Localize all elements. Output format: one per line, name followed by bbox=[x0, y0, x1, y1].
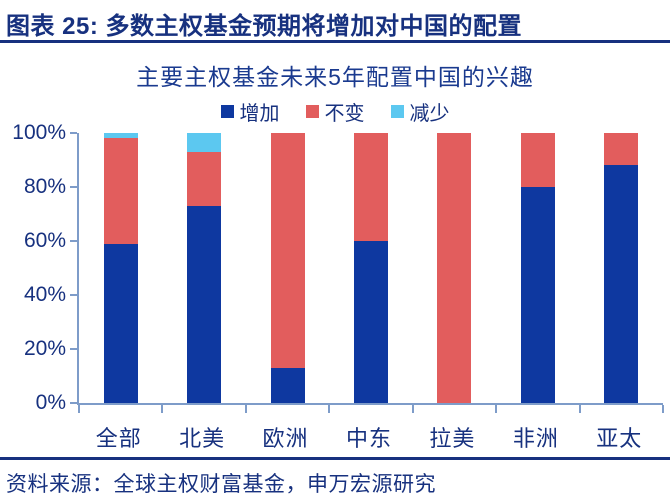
chart-title: 主要主权基金未来5年配置中国的兴趣 bbox=[136, 64, 534, 90]
bar-cell-亚太 bbox=[580, 133, 663, 403]
x-axis-tick bbox=[578, 405, 581, 413]
bar-segment-increase bbox=[103, 243, 138, 403]
bar-stack-中东 bbox=[353, 133, 388, 403]
x-axis-label-拉美: 拉美 bbox=[429, 426, 476, 451]
bar-cell-全部 bbox=[79, 133, 162, 403]
y-axis-tick bbox=[70, 132, 77, 134]
bar-segment-increase bbox=[520, 187, 555, 403]
x-axis-label-中东: 中东 bbox=[345, 426, 392, 451]
figure-header-title: 图表 25: 多数主权基金预期将增加对中国的配置 bbox=[6, 13, 523, 40]
x-axis-label-亚太: 亚太 bbox=[596, 426, 643, 451]
source-note: 资料来源：全球主权财富基金，申万宏源研究 bbox=[6, 473, 436, 496]
y-axis-tick bbox=[70, 240, 77, 242]
x-axis-tick bbox=[78, 405, 80, 413]
legend-item-decrease: 减少 bbox=[390, 97, 450, 126]
bar-segment-unchanged bbox=[353, 133, 388, 241]
chart-legend: 增加 不变 减少 bbox=[0, 97, 670, 126]
bar-cell-中东 bbox=[329, 133, 412, 403]
legend-label-decrease: 减少 bbox=[409, 103, 450, 125]
legend-item-unchanged: 不变 bbox=[305, 97, 365, 126]
legend-label-unchanged: 不变 bbox=[324, 103, 365, 125]
footer-divider bbox=[0, 457, 670, 460]
bar-cell-北美 bbox=[162, 133, 245, 403]
legend-swatch-increase bbox=[220, 105, 234, 118]
bar-segment-decrease bbox=[187, 133, 222, 152]
bar-cell-非洲 bbox=[496, 133, 579, 403]
bar-cell-欧洲 bbox=[246, 133, 329, 403]
bars-row bbox=[79, 133, 663, 403]
plot-area bbox=[70, 132, 664, 413]
bar-segment-increase bbox=[604, 165, 639, 403]
bar-segment-unchanged bbox=[103, 138, 138, 244]
y-tick-label: 80% bbox=[23, 175, 66, 198]
x-axis-tick bbox=[161, 405, 164, 413]
y-tick-label: 100% bbox=[12, 121, 66, 144]
legend-swatch-unchanged bbox=[305, 105, 319, 118]
bar-segment-decrease bbox=[103, 133, 138, 139]
bar-stack-亚太 bbox=[604, 133, 639, 403]
x-axis-tick bbox=[495, 405, 498, 413]
bar-stack-北美 bbox=[187, 133, 222, 403]
y-axis-tick bbox=[70, 294, 77, 296]
x-axis-tick bbox=[328, 405, 331, 413]
y-tick-label: 60% bbox=[23, 229, 66, 252]
bar-stack-非洲 bbox=[520, 133, 555, 403]
legend-swatch-decrease bbox=[390, 105, 404, 118]
bar-stack-欧洲 bbox=[270, 133, 305, 403]
legend-item-increase: 增加 bbox=[220, 97, 280, 126]
y-tick-label: 0% bbox=[35, 391, 66, 414]
y-tick-label: 40% bbox=[23, 283, 66, 306]
bar-segment-unchanged bbox=[520, 133, 555, 187]
y-axis-tick bbox=[70, 348, 77, 350]
header-underline bbox=[0, 40, 670, 43]
bar-cell-拉美 bbox=[413, 133, 496, 403]
bar-segment-unchanged bbox=[270, 133, 305, 368]
legend-label-increase: 增加 bbox=[239, 103, 280, 125]
bar-segment-unchanged bbox=[604, 133, 639, 166]
bar-stack-拉美 bbox=[437, 133, 472, 403]
y-tick-label: 20% bbox=[23, 337, 66, 360]
y-axis-tick bbox=[70, 402, 77, 404]
x-axis-tick bbox=[244, 405, 247, 413]
bar-segment-unchanged bbox=[437, 133, 472, 403]
bar-segment-increase bbox=[187, 205, 222, 403]
bar-segment-increase bbox=[353, 241, 388, 403]
x-axis-label-全部: 全部 bbox=[95, 426, 142, 451]
bar-segment-unchanged bbox=[187, 151, 222, 206]
x-axis-tick bbox=[662, 405, 664, 413]
y-axis-tick bbox=[70, 186, 77, 188]
x-axis-labels: 全部 北美 欧洲 中东 拉美 非洲 亚太 bbox=[77, 421, 661, 453]
x-axis-label-欧洲: 欧洲 bbox=[262, 426, 309, 451]
x-axis-label-北美: 北美 bbox=[179, 426, 226, 451]
x-axis-tick bbox=[411, 405, 414, 413]
bar-segment-increase bbox=[270, 367, 305, 403]
bar-stack-全部 bbox=[103, 133, 138, 403]
x-axis-label-非洲: 非洲 bbox=[512, 426, 559, 451]
